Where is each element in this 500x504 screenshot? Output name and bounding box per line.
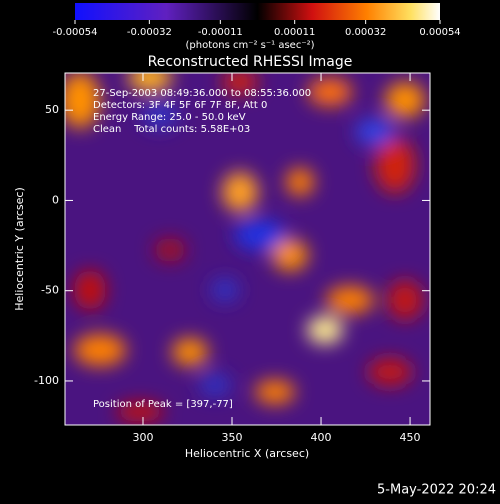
y-tick-label: 0 bbox=[52, 193, 59, 206]
colorbar bbox=[75, 3, 440, 20]
colorbar-tick-label: -0.00011 bbox=[198, 27, 243, 38]
x-tick-label: 400 bbox=[311, 431, 332, 444]
colorbar-tick-label: 0.00032 bbox=[345, 27, 386, 38]
annotation: Detectors: 3F 4F 5F 6F 7F 8F, Att 0 bbox=[93, 100, 267, 111]
colorbar-label: (photons cm⁻² s⁻¹ asec⁻²) bbox=[185, 40, 314, 51]
annotation: 27-Sep-2003 08:49:36.000 to 08:55:36.000 bbox=[93, 88, 311, 99]
colorbar-tick-label: -0.00054 bbox=[53, 27, 98, 38]
annotation: Clean Total counts: 5.58E+03 bbox=[93, 124, 250, 135]
y-axis-label: Heliocentric Y (arcsec) bbox=[13, 187, 26, 311]
colorbar-tick-label: 0.00011 bbox=[274, 27, 315, 38]
y-tick-label: 50 bbox=[45, 103, 59, 116]
footer-date: 5-May-2022 20:24 bbox=[377, 483, 496, 498]
colorbar-tick-label: -0.00032 bbox=[127, 27, 172, 38]
annotation: Energy Range: 25.0 - 50.0 keV bbox=[93, 112, 246, 123]
colorbar-tick-label: 0.00054 bbox=[419, 27, 460, 38]
y-tick-label: -100 bbox=[34, 374, 59, 387]
y-tick-label: -50 bbox=[41, 284, 59, 297]
x-axis-label: Heliocentric X (arcsec) bbox=[185, 447, 309, 460]
x-tick-label: 300 bbox=[132, 431, 153, 444]
x-tick-label: 350 bbox=[222, 431, 243, 444]
chart-title: Reconstructed RHESSI Image bbox=[148, 54, 353, 70]
x-tick-label: 450 bbox=[400, 431, 421, 444]
peak-label: Position of Peak = [397,-77] bbox=[93, 399, 233, 410]
plot-frame bbox=[64, 72, 431, 426]
image bbox=[65, 73, 430, 425]
